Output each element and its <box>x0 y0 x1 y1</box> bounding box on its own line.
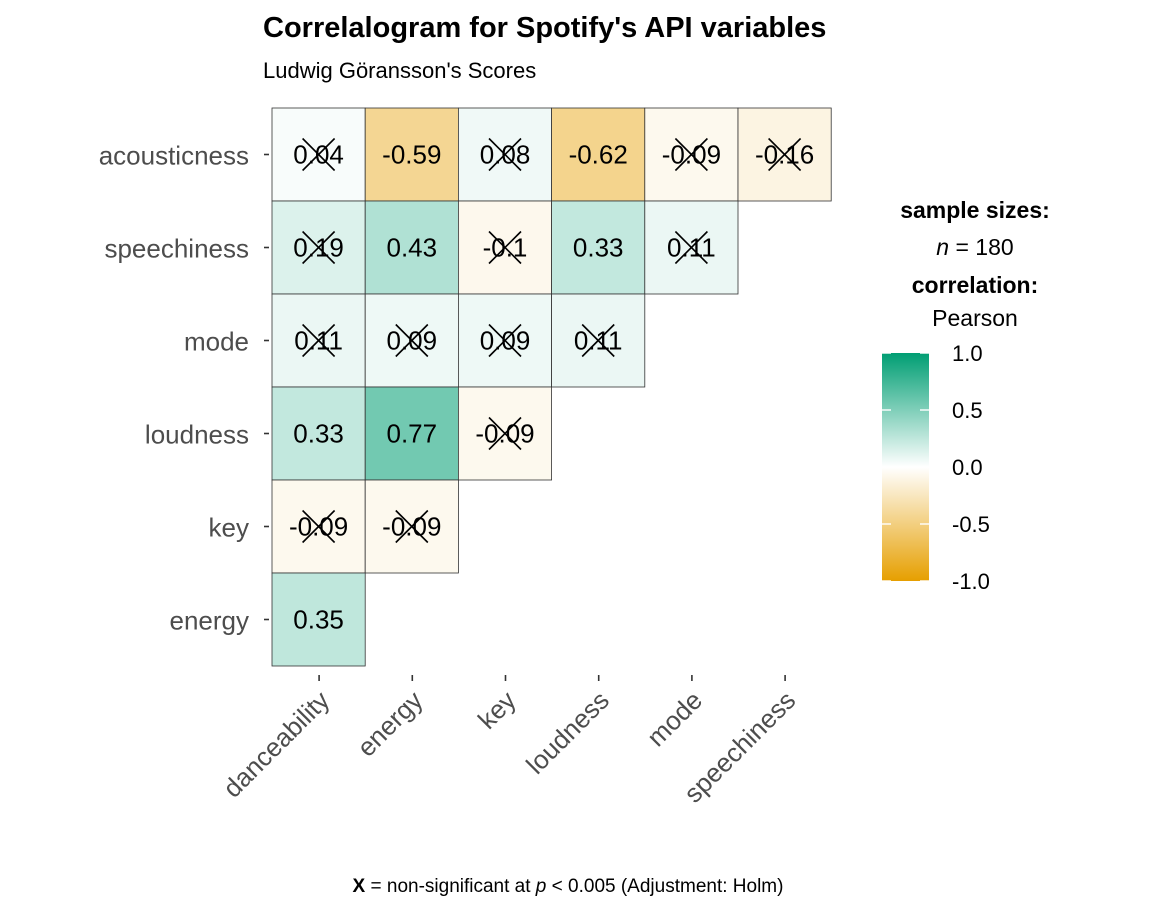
legend-tick-label: 0.0 <box>952 455 983 480</box>
y-tick-label: key <box>209 513 249 543</box>
legend-n-value: = 180 <box>949 234 1014 260</box>
cell-tile <box>364 200 459 295</box>
cell-value-label: 0.33 <box>293 419 344 449</box>
heatmap-cell: -0.09 <box>644 107 739 202</box>
nonsignificant-cross <box>488 323 522 358</box>
cell-value-label: 0.33 <box>573 233 624 263</box>
nonsignificant-cross <box>302 323 336 358</box>
nonsignificant-cross <box>488 137 522 172</box>
heatmap-cell: -0.09 <box>271 479 366 574</box>
legend-tick-label: -0.5 <box>952 512 990 537</box>
chart-subtitle: Ludwig Göransson's Scores <box>263 58 536 83</box>
heatmap-cell: 0.09 <box>364 293 459 388</box>
heatmap-cell: -0.1 <box>457 200 552 295</box>
heatmap-cell: 0.11 <box>551 293 646 388</box>
legend-tick-label: -1.0 <box>952 569 990 594</box>
heatmap-cell: -0.09 <box>457 386 552 481</box>
heatmap-cell: -0.59 <box>364 107 459 202</box>
nonsignificant-cross <box>302 230 336 265</box>
nonsignificant-cross <box>488 416 522 451</box>
y-axis: acousticness speechiness mode loudness key en… <box>99 141 269 636</box>
legend: sample sizes: n = 180 correlation: Pears… <box>882 197 1050 594</box>
nonsignificant-cross <box>674 230 708 265</box>
heatmap-cell: 0.11 <box>271 293 366 388</box>
legend-sample-size: n = 180 <box>936 234 1013 260</box>
nonsignificant-cross <box>581 323 615 358</box>
nonsignificant-cross <box>302 509 336 544</box>
caption-p-symbol: p <box>535 876 547 897</box>
legend-tick-label: 1.0 <box>952 341 983 366</box>
heatmap-cell: -0.16 <box>737 107 832 202</box>
cell-value-label: 0.43 <box>386 233 437 263</box>
y-tick-label: speechiness <box>104 234 249 264</box>
cell-value-label: -0.62 <box>569 140 628 170</box>
heatmap-cell: 0.33 <box>271 386 366 481</box>
heatmap-cell: 0.35 <box>271 572 366 667</box>
legend-sample-title: sample sizes: <box>900 197 1050 223</box>
cell-tile <box>364 386 459 481</box>
cell-value-label: 0.35 <box>293 605 344 635</box>
nonsignificant-cross <box>395 509 429 544</box>
y-tick-label: acousticness <box>99 141 249 171</box>
heatmap-cell: 0.33 <box>551 200 646 295</box>
chart-caption: X = non-significant at p < 0.005 (Adjust… <box>353 876 784 897</box>
cell-value-label: 0.77 <box>386 419 437 449</box>
x-tick-label: danceability <box>217 685 335 803</box>
heatmap-cell: 0.43 <box>364 200 459 295</box>
caption-text-1: = non-significant at <box>365 876 536 897</box>
legend-tick-label: 0.5 <box>952 398 983 423</box>
heatmap-cell: 0.19 <box>271 200 366 295</box>
cell-tile <box>551 200 646 295</box>
y-tick-label: energy <box>170 606 250 636</box>
chart-title: Correlalogram for Spotify's API variable… <box>263 12 826 44</box>
cell-tile <box>551 107 646 202</box>
heatmap-cell: 0.09 <box>457 293 552 388</box>
x-tick-label: loudness <box>520 685 615 780</box>
y-tick-label: mode <box>184 327 249 357</box>
heatmap-cell: 0.77 <box>364 386 459 481</box>
nonsignificant-cross <box>768 137 802 172</box>
x-tick-label: energy <box>351 685 428 762</box>
cell-value-label: -0.59 <box>382 140 441 170</box>
x-tick-label: mode <box>641 685 708 752</box>
nonsignificant-cross <box>302 137 336 172</box>
legend-method: Pearson <box>932 305 1018 331</box>
heatmap-cell: -0.62 <box>551 107 646 202</box>
y-tick-label: loudness <box>145 420 249 450</box>
heatmap-cells: 0.04-0.590.08-0.62-0.09-0.160.190.43-0.1… <box>271 107 832 667</box>
nonsignificant-cross <box>395 323 429 358</box>
legend-corr-title: correlation: <box>912 272 1039 298</box>
heatmap-cell: 0.08 <box>457 107 552 202</box>
cell-tile <box>271 572 366 667</box>
x-tick-label: key <box>472 685 522 735</box>
legend-n-symbol: n <box>936 234 949 260</box>
heatmap-cell: -0.09 <box>364 479 459 574</box>
heatmap-cell: 0.04 <box>271 107 366 202</box>
nonsignificant-cross <box>674 137 708 172</box>
caption-x-symbol: X <box>353 876 366 897</box>
nonsignificant-cross <box>488 230 522 265</box>
heatmap-cell: 0.11 <box>644 200 739 295</box>
caption-text-2: < 0.005 (Adjustment: Holm) <box>546 876 783 897</box>
